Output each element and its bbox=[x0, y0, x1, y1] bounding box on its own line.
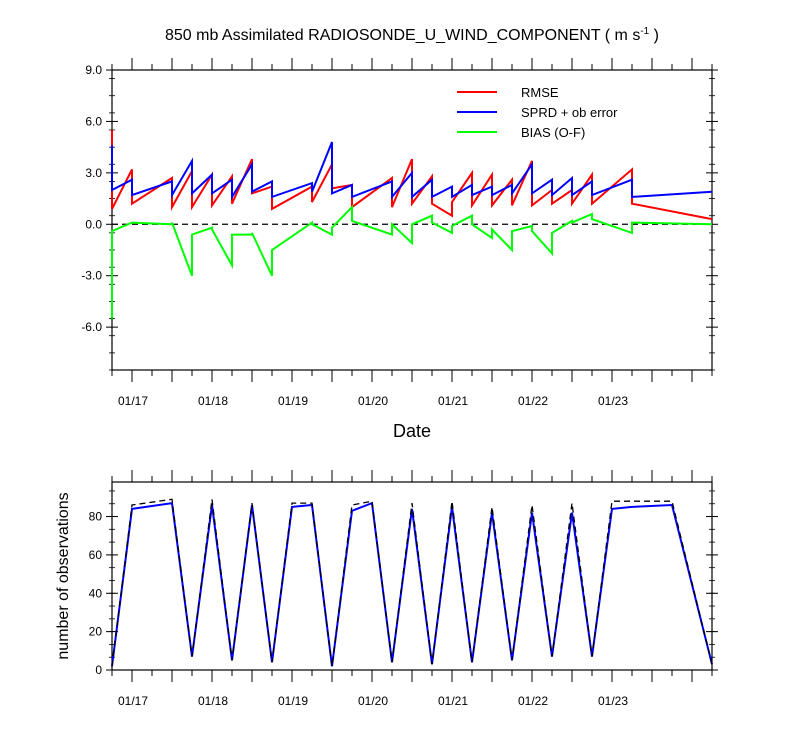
rmse-spread-bias-chart: 9.0 6.0 3.0 0.0 -3.0 -6.0 01/17 01/18 01/19 01/20… bbox=[81, 26, 718, 441]
x-axis-label: Date bbox=[393, 421, 431, 441]
series-line-bias-o-f- bbox=[111, 204, 713, 319]
legend-label: SPRD + ob error bbox=[521, 105, 618, 120]
y-tick-label: 0.0 bbox=[85, 217, 102, 231]
y-tick-label: -3.0 bbox=[81, 269, 102, 283]
y-tick-label: 60 bbox=[89, 548, 103, 562]
observation-count-chart: 0 20 40 60 80 01/17 01/18 01/19 01/20 01/21 01/22 0… bbox=[55, 470, 718, 708]
y-tick-label: 20 bbox=[89, 625, 103, 639]
series-line-observations-available bbox=[111, 498, 713, 667]
x-tick-label: 01/19 bbox=[278, 394, 308, 408]
x-tick-label: 01/20 bbox=[358, 394, 388, 408]
series-line-observations-assimilated bbox=[111, 501, 713, 667]
y-tick-label: -6.0 bbox=[81, 320, 102, 334]
x-tick-label: 01/20 bbox=[358, 694, 388, 708]
chart-title-unit-superscript: -1 bbox=[640, 26, 649, 37]
x-tick-label: 01/19 bbox=[278, 694, 308, 708]
x-tick-label: 01/22 bbox=[518, 394, 548, 408]
x-tick-label: 01/23 bbox=[598, 394, 628, 408]
y-tick-label: 40 bbox=[89, 586, 103, 600]
chart-title: 850 mb Assimilated RADIOSONDE_U_WIND_COM… bbox=[165, 26, 659, 44]
x-tick-label: 01/21 bbox=[438, 394, 468, 408]
x-tick-label: 01/17 bbox=[118, 394, 148, 408]
y-tick-label: 9.0 bbox=[85, 63, 102, 77]
x-tick-label: 01/23 bbox=[598, 694, 628, 708]
plot-frame bbox=[111, 69, 713, 371]
chart-title-close: ) bbox=[649, 27, 659, 44]
x-tick-label: 01/18 bbox=[198, 694, 228, 708]
y-tick-label: 3.0 bbox=[85, 166, 102, 180]
series-line-sprd-ob-error bbox=[111, 141, 713, 201]
x-tick-label: 01/21 bbox=[438, 694, 468, 708]
y-tick-label: 0 bbox=[95, 663, 102, 677]
y-axis-label: number of observations bbox=[55, 492, 72, 659]
y-tick-label: 80 bbox=[89, 510, 103, 524]
legend-label: BIAS (O-F) bbox=[521, 125, 585, 140]
legend-label: RMSE bbox=[521, 85, 559, 100]
chart-title-text: 850 mb Assimilated RADIOSONDE_U_WIND_COM… bbox=[165, 27, 640, 44]
x-tick-label: 01/22 bbox=[518, 694, 548, 708]
x-tick-label: 01/17 bbox=[118, 694, 148, 708]
x-tick-label: 01/18 bbox=[198, 394, 228, 408]
y-tick-label: 6.0 bbox=[85, 114, 102, 128]
